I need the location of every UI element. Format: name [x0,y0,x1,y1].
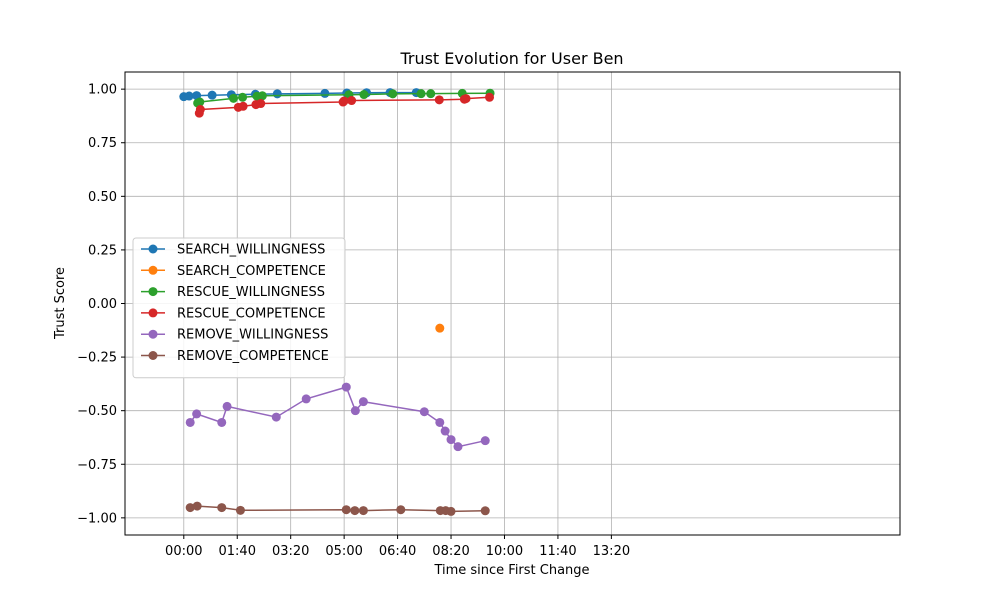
data-point [222,401,232,411]
data-point [446,506,456,516]
x-tick-label: 13:20 [593,544,630,559]
data-point [238,92,248,102]
legend-item: SEARCH_COMPETENCE [141,264,326,279]
legend-label: SEARCH_WILLINGNESS [177,243,325,258]
data-point [229,93,238,103]
y-axis-label: Trust Score [53,267,68,340]
legend-label: REMOVE_WILLINGNESS [177,328,328,343]
data-point [435,323,445,333]
x-tick-label: 01:40 [219,544,256,559]
data-point [358,506,368,516]
data-point [480,506,490,516]
data-point [339,96,349,106]
data-point [359,90,369,100]
y-tick-label: −0.25 [77,351,117,366]
legend-label: RESCUE_WILLINGNESS [177,285,325,300]
series-rescue-willingness [193,88,495,108]
data-point [388,89,398,99]
data-point [238,101,248,111]
series-remove-willingness [185,382,490,452]
data-point [271,412,281,422]
data-point [416,89,426,99]
y-tick-label: −0.50 [77,404,117,419]
data-point [235,505,245,515]
data-point [257,91,267,101]
grid-layer [125,72,900,535]
data-point [184,91,194,101]
x-tick-label: 05:00 [325,544,362,559]
legend: SEARCH_WILLINGNESS SEARCH_COMPETENCE RESCU… [132,237,346,379]
data-point [217,417,227,427]
legend-label: REMOVE_COMPETENCE [177,349,329,364]
y-tick-label: −1.00 [77,511,117,526]
legend-box [132,237,346,379]
data-point [358,397,368,407]
data-point [185,417,195,427]
data-point [485,92,495,102]
data-point [185,503,195,513]
data-point [446,435,456,445]
legend-label: SEARCH_COMPETENCE [177,264,326,279]
series-remove-competence [185,501,490,516]
data-point [341,382,351,392]
series-search-competence [435,323,445,333]
data-point [435,417,445,427]
y-tick-label: 0.00 [88,297,117,312]
legend-marker [148,308,158,318]
series-rescue-competence [194,92,495,118]
y-tick-label: −0.75 [77,458,117,473]
series-layer [179,88,495,516]
data-point [350,406,360,416]
legend-item: RESCUE_WILLINGNESS [141,285,325,300]
data-point [347,96,357,106]
data-point [434,95,444,105]
chart-title: Trust Evolution for User Ben [399,49,623,68]
data-point [320,88,330,98]
x-tick-label: 10:00 [486,544,523,559]
x-axis-label: Time since First Change [433,563,589,578]
data-point [192,409,202,419]
x-tick-label: 06:40 [379,544,416,559]
y-tick-label: 0.25 [88,243,117,258]
data-point [350,506,360,516]
legend-item: SEARCH_WILLINGNESS [141,243,325,258]
data-point [217,503,227,513]
data-point [419,407,429,417]
legend-item: RESCUE_COMPETENCE [141,306,326,321]
data-point [480,436,490,446]
x-tick-label: 11:40 [539,544,576,559]
data-point [195,105,205,115]
tick-layer: 00:00 01:40 03:20 05:00 06:40 08:20 10:00 11:40… [77,83,630,559]
data-point [396,505,406,515]
x-tick-label: 08:20 [432,544,469,559]
legend-marker [148,287,158,297]
legend-marker [148,351,158,360]
data-point [256,99,266,109]
data-point [192,501,202,511]
data-point [301,394,311,404]
data-point [426,89,436,99]
data-point [341,505,351,515]
data-point [453,442,463,452]
x-tick-label: 00:00 [165,544,202,559]
data-point [440,426,450,436]
series-line [189,386,486,448]
data-point [272,89,282,99]
legend-label: RESCUE_COMPETENCE [177,306,326,321]
data-point [461,94,471,104]
x-tick-label: 03:20 [272,544,309,559]
legend-item: REMOVE_COMPETENCE [141,349,329,364]
legend-marker [148,244,158,254]
y-tick-label: 0.75 [88,136,117,151]
legend-item: REMOVE_WILLINGNESS [141,328,328,343]
data-point [195,97,205,107]
legend-marker [148,329,158,339]
y-tick-label: 0.50 [88,190,117,205]
data-point [207,90,217,100]
y-tick-label: 1.00 [88,83,117,98]
legend-marker [148,265,158,275]
